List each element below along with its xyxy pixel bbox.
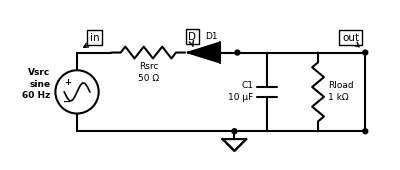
Text: −: − xyxy=(63,97,71,107)
Circle shape xyxy=(235,50,240,55)
Circle shape xyxy=(232,129,237,134)
Text: +: + xyxy=(64,78,71,87)
Circle shape xyxy=(363,129,368,134)
Text: in: in xyxy=(90,33,100,43)
Text: D: D xyxy=(188,32,196,42)
Text: out: out xyxy=(342,33,359,43)
Text: Vsrc
sine
60 Hz: Vsrc sine 60 Hz xyxy=(22,68,50,100)
Text: C1
10 µF: C1 10 µF xyxy=(228,81,253,102)
Text: D1: D1 xyxy=(205,32,218,41)
Text: Rsrc
50 Ω: Rsrc 50 Ω xyxy=(138,62,159,83)
Polygon shape xyxy=(188,43,220,62)
Circle shape xyxy=(363,50,368,55)
Text: Rload
1 kΩ: Rload 1 kΩ xyxy=(328,81,354,102)
